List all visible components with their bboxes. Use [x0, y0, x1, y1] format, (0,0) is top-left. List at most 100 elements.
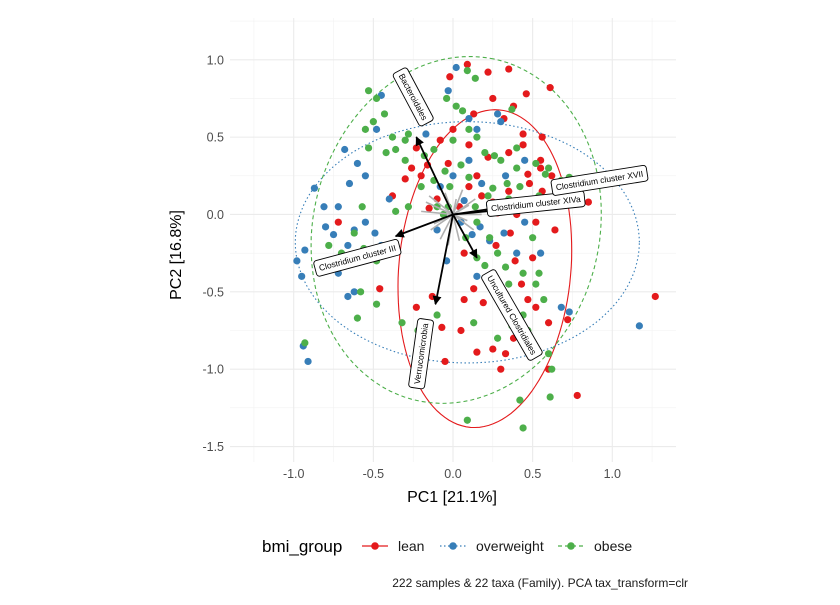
x-tick-label: 1.0	[604, 467, 621, 481]
point-overweight	[500, 229, 508, 237]
point-lean	[511, 257, 519, 265]
minor-loading-arrow	[421, 210, 454, 216]
point-obese	[452, 102, 460, 110]
point-lean	[460, 249, 468, 257]
legend-key-point	[567, 542, 575, 550]
point-obese	[463, 66, 471, 75]
point-obese	[544, 164, 553, 172]
loading-arrow	[394, 213, 454, 238]
point-overweight	[353, 159, 362, 168]
point-obese	[470, 319, 478, 327]
point-lean	[470, 110, 478, 118]
point-obese	[382, 148, 390, 157]
point-lean	[473, 172, 481, 180]
point-overweight	[565, 308, 573, 316]
loading-arrow	[415, 136, 454, 215]
point-lean	[651, 292, 659, 301]
point-overweight	[473, 125, 481, 133]
point-overweight	[329, 230, 338, 239]
y-axis-title: PC2 [16.8%]	[168, 210, 185, 300]
point-overweight	[513, 249, 521, 257]
point-obese	[519, 269, 527, 277]
point-obese	[441, 167, 449, 175]
point-obese	[535, 269, 543, 277]
point-overweight	[361, 172, 369, 180]
point-obese	[516, 396, 524, 404]
point-lean	[428, 292, 436, 301]
arrow-label-box	[392, 67, 434, 127]
point-overweight	[298, 272, 306, 280]
point-lean	[506, 229, 514, 237]
point-lean	[438, 323, 446, 332]
point-overweight	[465, 156, 473, 164]
point-overweight	[497, 118, 505, 126]
point-obese	[392, 145, 400, 154]
point-lean	[441, 357, 449, 366]
point-lean	[524, 295, 532, 304]
y-tick-label: 0.0	[207, 208, 224, 222]
minor-loading-arrow	[452, 213, 475, 231]
arrow-label-box	[550, 164, 649, 196]
legend-item-overweight: overweight	[440, 538, 544, 554]
legend-label: overweight	[476, 538, 544, 554]
point-obese	[494, 334, 502, 342]
point-lean	[537, 164, 545, 172]
point-obese	[364, 144, 373, 152]
point-obese	[433, 311, 441, 319]
point-lean	[376, 285, 384, 293]
point-overweight	[557, 303, 565, 311]
point-lean	[519, 130, 527, 138]
point-overweight	[473, 272, 481, 280]
arrow-label-box	[313, 238, 402, 277]
point-overweight	[320, 203, 328, 211]
point-obese	[541, 170, 549, 178]
minor-loading-arrow	[430, 213, 454, 231]
point-lean	[524, 170, 532, 178]
point-obese	[465, 125, 473, 133]
point-lean	[519, 141, 527, 149]
point-overweight	[478, 179, 486, 188]
point-lean	[417, 172, 425, 180]
point-obese	[544, 350, 553, 358]
loading-arrow	[452, 214, 478, 259]
minor-loading-arrow	[439, 214, 454, 240]
point-obese	[508, 105, 516, 113]
point-obese	[505, 280, 513, 288]
point-overweight	[449, 172, 457, 180]
minor-loading-arrow	[452, 213, 468, 222]
legend-title: bmi_group	[262, 537, 342, 556]
x-tick-label: 0.0	[444, 467, 461, 481]
point-obese	[501, 263, 510, 271]
point-lean	[484, 68, 492, 76]
point-overweight	[341, 145, 349, 154]
point-obese	[540, 295, 548, 304]
legend-item-obese: obese	[558, 538, 632, 554]
point-obese	[446, 183, 454, 191]
point-obese	[458, 107, 467, 115]
point-obese	[449, 136, 457, 144]
point-lean	[505, 65, 513, 73]
point-obese	[473, 218, 481, 226]
point-lean	[573, 391, 581, 400]
point-lean	[529, 254, 537, 262]
point-overweight	[350, 288, 358, 296]
x-tick-label: 0.5	[524, 467, 541, 481]
point-obese	[471, 203, 479, 211]
minor-loading-arrow	[452, 198, 476, 216]
point-overweight	[385, 195, 393, 203]
point-obese	[516, 183, 524, 191]
point-lean	[478, 192, 486, 200]
point-obese	[388, 133, 397, 141]
point-lean	[460, 295, 468, 304]
point-lean	[489, 345, 497, 353]
y-tick-label: -0.5	[202, 285, 224, 299]
point-obese	[532, 280, 540, 288]
point-overweight	[465, 114, 473, 123]
point-overweight	[635, 322, 643, 330]
point-lean	[446, 73, 454, 81]
legend-key-point	[449, 542, 457, 550]
y-tick-label: -1.0	[202, 363, 224, 377]
point-lean	[334, 218, 342, 226]
